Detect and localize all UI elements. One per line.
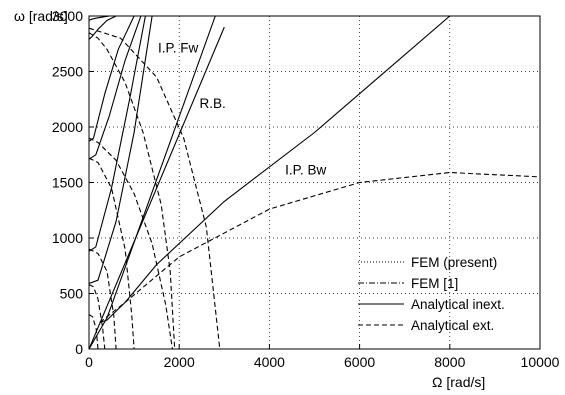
annotation-label: I.P. Bw <box>285 163 326 178</box>
legend-label: Analytical inext. <box>411 297 505 312</box>
y-tick-label: 500 <box>60 286 84 302</box>
series-line-solid <box>89 16 135 142</box>
series-line-dashed <box>99 171 540 323</box>
annotation-label: R.B. <box>199 96 225 111</box>
series-line-solid <box>89 16 216 349</box>
annotation-label: I.P. Fw <box>158 41 199 56</box>
series-line-solid <box>89 16 110 21</box>
series-line-solid <box>89 16 142 160</box>
y-tick-label: 2000 <box>52 119 83 135</box>
x-tick-label: 10000 <box>521 354 560 370</box>
y-tick-label: 0 <box>75 341 83 357</box>
x-tick-label: 2000 <box>164 354 195 370</box>
series-line-dashed <box>89 157 135 349</box>
series-group <box>89 16 540 349</box>
series-line-dashed <box>89 27 221 349</box>
y-tick-label: 1500 <box>52 175 83 191</box>
annotations: I.P. Fw R.B. I.P. Bw <box>158 41 326 178</box>
legend-label: FEM (present) <box>411 255 497 270</box>
ticks: 0 2000 4000 6000 8000 10000 0 500 1000 1500 2000 25… <box>52 8 560 370</box>
x-tick-label: 4000 <box>254 354 285 370</box>
series-line-dashed <box>89 32 176 349</box>
series-line-solid <box>89 16 117 40</box>
y-tick-label: 1000 <box>52 230 83 246</box>
series-line-dashed <box>89 137 173 349</box>
series-line-solid <box>89 16 153 285</box>
y-tick-label: 2500 <box>52 64 83 80</box>
x-tick-label: 6000 <box>344 354 375 370</box>
legend-label: FEM [1] <box>411 276 458 291</box>
legend-label: Analytical ext. <box>411 318 494 333</box>
series-line-solid <box>89 16 146 252</box>
x-axis-label: Ω [rad/s] <box>432 374 485 390</box>
x-tick-label: 0 <box>85 354 93 370</box>
x-tick-label: 8000 <box>434 354 465 370</box>
y-axis-label: ω [rad/s] <box>14 8 68 24</box>
series-line-dashed <box>89 284 106 349</box>
y-tick-label: 3000 <box>52 8 83 24</box>
series-line-dashed <box>89 314 99 349</box>
legend: FEM (present) FEM [1] Analytical inext. Ana… <box>358 255 505 333</box>
